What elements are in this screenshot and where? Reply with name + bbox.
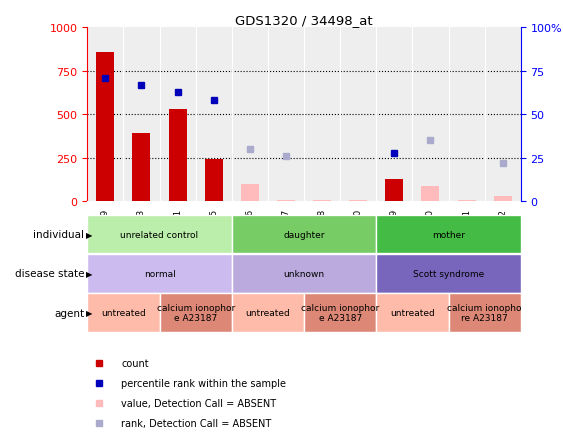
Text: mother: mother xyxy=(432,230,465,239)
Bar xyxy=(385,179,403,202)
Text: ▶: ▶ xyxy=(86,309,93,317)
Text: Scott syndrome: Scott syndrome xyxy=(413,270,484,278)
Bar xyxy=(87,255,232,293)
Text: untreated: untreated xyxy=(101,309,146,317)
Text: ▶: ▶ xyxy=(86,270,93,278)
Bar xyxy=(87,216,232,254)
Text: unrelated control: unrelated control xyxy=(120,230,199,239)
Bar xyxy=(304,294,376,332)
Bar xyxy=(376,255,521,293)
Text: calcium ionophor
e A23187: calcium ionophor e A23187 xyxy=(301,303,379,322)
Bar xyxy=(376,216,521,254)
Bar xyxy=(241,184,259,202)
Text: rank, Detection Call = ABSENT: rank, Detection Call = ABSENT xyxy=(121,418,271,428)
Text: agent: agent xyxy=(54,308,84,318)
Bar xyxy=(159,294,232,332)
Bar xyxy=(349,201,367,202)
Text: unknown: unknown xyxy=(283,270,325,278)
Text: individual: individual xyxy=(33,230,84,240)
Text: normal: normal xyxy=(144,270,176,278)
Bar xyxy=(232,255,376,293)
Bar xyxy=(232,216,376,254)
Text: percentile rank within the sample: percentile rank within the sample xyxy=(121,378,286,388)
Text: untreated: untreated xyxy=(245,309,291,317)
Bar xyxy=(205,159,223,202)
Bar xyxy=(87,294,159,332)
Bar xyxy=(494,197,512,202)
Bar xyxy=(232,294,304,332)
Bar xyxy=(449,294,521,332)
Text: count: count xyxy=(121,358,149,368)
Bar xyxy=(96,53,114,202)
Text: value, Detection Call = ABSENT: value, Detection Call = ABSENT xyxy=(121,398,276,408)
Bar xyxy=(376,294,449,332)
Title: GDS1320 / 34498_at: GDS1320 / 34498_at xyxy=(235,14,373,27)
Bar xyxy=(277,200,295,202)
Bar xyxy=(132,134,150,202)
Bar xyxy=(422,186,440,202)
Text: untreated: untreated xyxy=(390,309,435,317)
Bar xyxy=(313,201,331,202)
Bar xyxy=(458,200,476,202)
Bar xyxy=(168,110,186,202)
Text: calcium ionophor
e A23187: calcium ionophor e A23187 xyxy=(157,303,235,322)
Text: calcium ionopho
re A23187: calcium ionopho re A23187 xyxy=(448,303,522,322)
Text: disease state: disease state xyxy=(15,269,84,279)
Text: daughter: daughter xyxy=(283,230,325,239)
Text: ▶: ▶ xyxy=(86,230,93,239)
